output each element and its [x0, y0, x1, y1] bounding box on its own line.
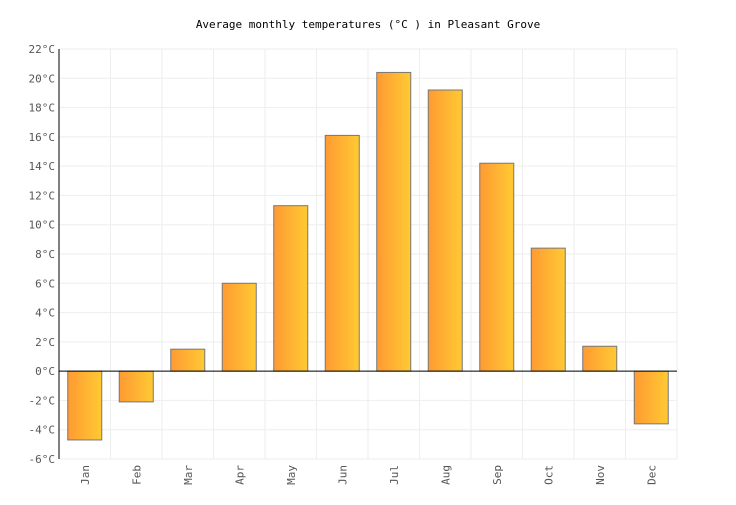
chart-title: Average monthly temperatures (°C ) in Pl…	[196, 18, 540, 31]
x-tick-label: Jan	[79, 465, 92, 485]
bar-dec[interactable]	[633, 370, 669, 425]
bar-feb[interactable]	[118, 370, 154, 403]
x-tick-label: Aug	[439, 465, 452, 485]
bar-jan[interactable]	[67, 370, 103, 441]
y-tick-label: 22°C	[29, 43, 56, 56]
x-tick-label: Jun	[336, 465, 349, 485]
bar-mar[interactable]	[170, 348, 206, 372]
y-tick-label: 10°C	[29, 219, 56, 232]
bar-oct[interactable]	[530, 247, 566, 372]
y-tick-label: 20°C	[29, 72, 56, 85]
x-tick-label: Apr	[233, 465, 246, 485]
bar-sep[interactable]	[479, 162, 515, 372]
y-tick-label: -4°C	[29, 424, 56, 437]
x-tick-label: Sep	[491, 465, 504, 485]
y-tick-label: 18°C	[29, 102, 56, 115]
bar-jul[interactable]	[376, 71, 412, 372]
y-tick-label: -2°C	[29, 394, 56, 407]
bar-jun[interactable]	[324, 134, 360, 372]
x-tick-label: Mar	[182, 465, 195, 485]
bar-may[interactable]	[273, 205, 309, 372]
y-tick-label: 8°C	[35, 248, 55, 261]
x-tick-label: Jul	[388, 465, 401, 485]
y-tick-label: 14°C	[29, 160, 56, 173]
bar-apr[interactable]	[221, 282, 257, 372]
y-tick-label: 0°C	[35, 365, 55, 378]
y-tick-label: 4°C	[35, 307, 55, 320]
x-tick-label: Dec	[645, 465, 658, 485]
y-tick-label: 2°C	[35, 336, 55, 349]
y-tick-label: 12°C	[29, 189, 56, 202]
x-tick-label: Oct	[542, 465, 555, 485]
x-tick-label: Nov	[594, 465, 607, 485]
bar-nov[interactable]	[582, 345, 618, 372]
y-tick-label: 6°C	[35, 277, 55, 290]
y-tick-label: 16°C	[29, 131, 56, 144]
bar-aug[interactable]	[427, 89, 463, 372]
x-tick-label: Feb	[130, 465, 143, 485]
y-tick-label: -6°C	[29, 453, 56, 466]
x-tick-label: May	[285, 465, 298, 485]
